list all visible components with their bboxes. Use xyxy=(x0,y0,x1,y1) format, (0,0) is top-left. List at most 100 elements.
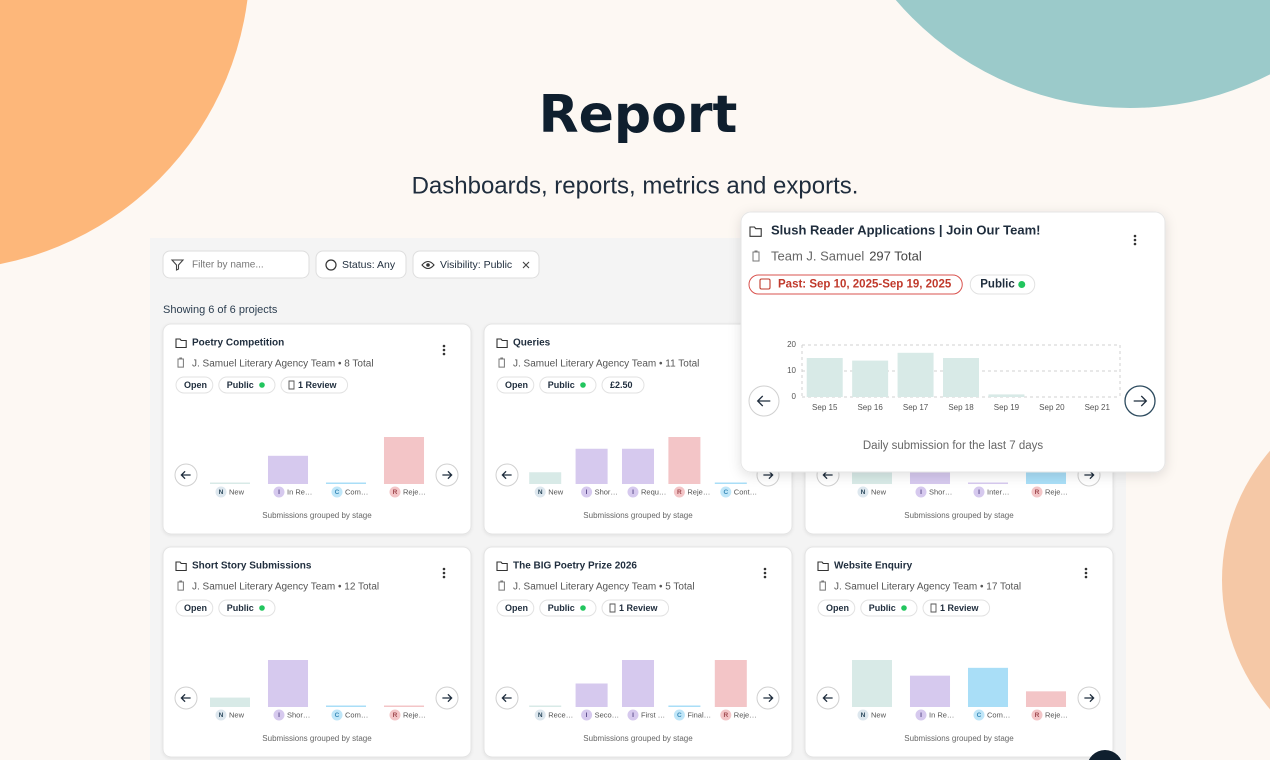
stage-label: In Re… xyxy=(287,487,312,496)
visibility-label: Public xyxy=(980,279,1015,291)
chart-caption: Submissions grouped by stage xyxy=(583,511,693,520)
menu-dot xyxy=(763,571,767,575)
menu-dot xyxy=(763,575,767,579)
date-badge[interactable]: Past: Sep 10, 2025-Sep 19, 2025 xyxy=(748,274,963,295)
arrow-icon xyxy=(1084,693,1095,703)
bar xyxy=(967,667,1009,707)
stage-initial: I xyxy=(978,489,980,496)
badge: Open xyxy=(175,376,214,394)
more-menu[interactable] xyxy=(1084,567,1088,579)
card-bg xyxy=(804,546,1114,758)
stage-initial: C xyxy=(977,712,982,719)
badge-bg xyxy=(539,599,597,617)
folder-icon xyxy=(175,338,187,349)
stage-initial: I xyxy=(278,712,280,719)
badge: Public xyxy=(218,599,276,617)
badge-bg xyxy=(496,599,535,617)
bar xyxy=(267,455,309,484)
badge-label: Public xyxy=(869,603,896,613)
prev-button[interactable] xyxy=(495,463,519,487)
project-card[interactable]: Queries J. Samuel Literary Agency Team • … xyxy=(483,323,793,535)
badge: Public xyxy=(539,376,597,394)
doc-icon xyxy=(930,603,937,613)
prev-button[interactable] xyxy=(816,686,840,710)
stage-label: Shor… xyxy=(929,487,952,496)
next-button[interactable] xyxy=(435,686,459,710)
bar xyxy=(988,394,1025,397)
stage-label: Reje… xyxy=(403,487,426,496)
stage-initial-bg xyxy=(389,486,401,498)
prev-button[interactable] xyxy=(174,463,198,487)
filter-input[interactable]: Filter by name... xyxy=(162,250,310,279)
more-menu[interactable] xyxy=(442,344,446,356)
card-bg xyxy=(162,323,472,535)
next-button[interactable] xyxy=(756,686,780,710)
more-menu[interactable] xyxy=(442,567,446,579)
stage-initial-bg xyxy=(215,486,227,498)
badge-label: Public xyxy=(227,603,254,613)
stage-initial: I xyxy=(920,712,922,719)
bar xyxy=(943,358,979,397)
stage-initial: N xyxy=(538,489,543,496)
prev-button[interactable] xyxy=(174,686,198,710)
bar xyxy=(325,482,367,484)
visibility-filter[interactable]: Visibility: Public xyxy=(412,250,540,279)
project-card[interactable]: Website Enquiry J. Samuel Literary Agency… xyxy=(804,546,1114,758)
stage-initial-bg xyxy=(857,709,869,721)
badge-bg xyxy=(496,376,535,394)
stage-initial-bg xyxy=(1031,709,1043,721)
more-menu[interactable] xyxy=(763,567,767,579)
stage-initial: I xyxy=(632,712,634,719)
bar xyxy=(575,448,608,484)
prev-button[interactable] xyxy=(495,686,519,710)
next-button[interactable] xyxy=(1077,686,1101,710)
menu-dot xyxy=(442,567,446,571)
project-title: Queries xyxy=(513,338,551,349)
next-button[interactable] xyxy=(435,463,459,487)
team-icon xyxy=(819,580,826,591)
chart-caption: Submissions grouped by stage xyxy=(262,734,372,743)
chat-button[interactable] xyxy=(1087,750,1123,760)
filter-placeholder: Filter by name... xyxy=(192,260,264,271)
menu-dot xyxy=(763,567,767,571)
bar xyxy=(967,482,1009,484)
stage-label: Inter… xyxy=(987,487,1010,496)
project-count: Showing 6 of 6 projects xyxy=(163,304,278,316)
stage-initial-bg xyxy=(627,709,639,721)
project-card[interactable]: Poetry Competition J. Samuel Literary Age… xyxy=(162,323,472,535)
page-subtitle: Dashboards, reports, metrics and exports… xyxy=(412,172,859,199)
team-icon xyxy=(498,357,505,368)
badge: Open xyxy=(496,376,535,394)
stage-initial: N xyxy=(538,712,543,719)
bar xyxy=(209,482,251,484)
project-team: J. Samuel Literary Agency Team • 8 Total xyxy=(192,359,374,370)
team-icon xyxy=(177,357,184,368)
project-card[interactable]: The BIG Poetry Prize 2026 J. Samuel Liter… xyxy=(483,546,793,758)
status-filter[interactable]: Status: Any xyxy=(315,250,407,279)
project-card[interactable]: Short Story Submissions J. Samuel Literar… xyxy=(162,546,472,758)
folder-icon xyxy=(496,561,508,572)
clear-icon[interactable] xyxy=(522,261,530,269)
stage-label: Com… xyxy=(345,710,368,719)
arrow-icon xyxy=(501,470,512,480)
badge-bg xyxy=(601,376,645,394)
badge-label: 1 Review xyxy=(940,603,980,613)
team-icon xyxy=(177,580,184,591)
badge-label: Public xyxy=(548,380,575,390)
stage-initial: I xyxy=(632,489,634,496)
stage-initial-bg xyxy=(720,486,732,498)
more-menu[interactable] xyxy=(1133,234,1137,246)
next-button[interactable] xyxy=(1124,385,1156,417)
stage-initial-bg xyxy=(331,709,343,721)
bar xyxy=(383,705,425,707)
stage-initial-bg xyxy=(273,709,285,721)
chart-caption: Submissions grouped by stage xyxy=(262,511,372,520)
prev-button[interactable] xyxy=(748,385,780,417)
project-popup: Slush Reader Applications | Join Our Tea… xyxy=(740,211,1166,473)
stage-label: Reje… xyxy=(687,487,710,496)
stage-initial-bg xyxy=(973,486,985,498)
stage-initial: N xyxy=(861,489,866,496)
status-dot xyxy=(1018,281,1026,288)
